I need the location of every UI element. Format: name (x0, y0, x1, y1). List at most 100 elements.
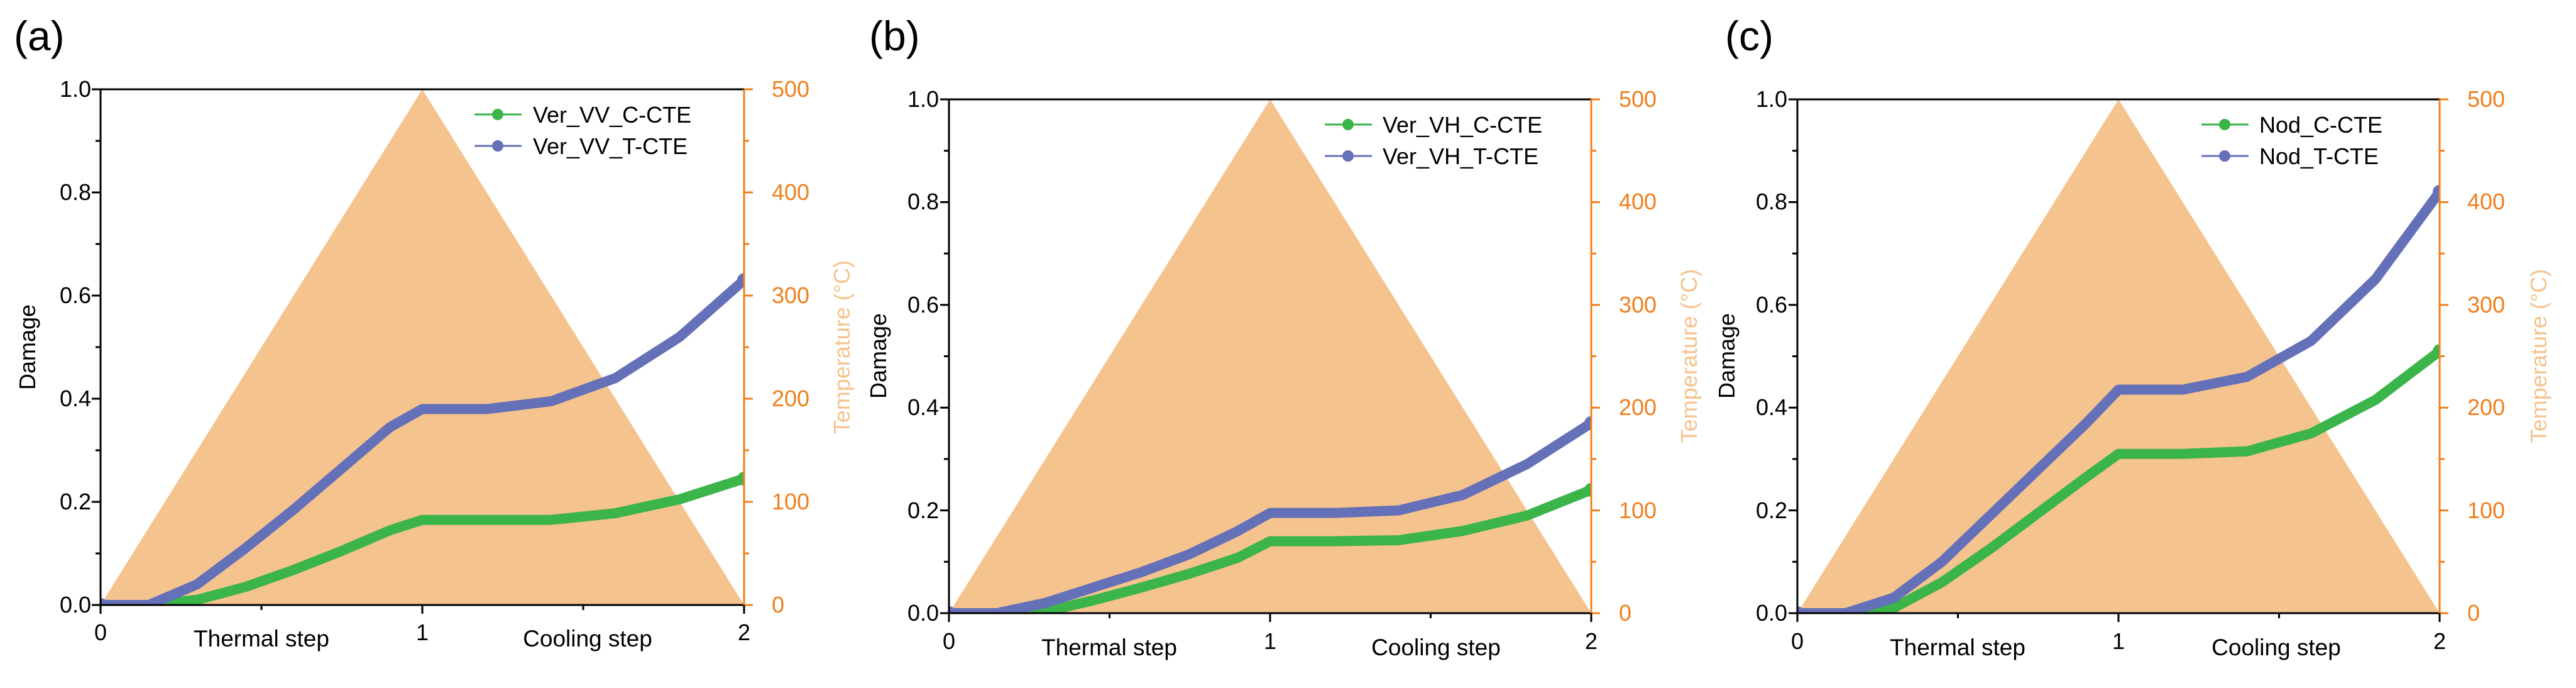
panel-c-label: (c) (1725, 13, 1773, 59)
panel-c-y2tick-4: 400 (2467, 189, 2505, 214)
panel-b-xtick-2: 2 (1585, 628, 1598, 654)
panel-a-series-c-cte-point-end (737, 472, 744, 486)
panel-c-series-c-cte-point-end (2433, 344, 2440, 358)
panel-b-y2tick-5: 500 (1619, 86, 1657, 112)
panel-c-series-t-cte-line (1797, 187, 2440, 613)
panel-b-temperature-area (949, 99, 1591, 613)
panel-b-ytick-3: 0.6 (907, 292, 939, 318)
panel-b-ytick-1: 0.2 (907, 497, 939, 523)
panel-a-series-t-cte-point-start (101, 598, 107, 605)
panel-c-ytick-4: 0.8 (1756, 189, 1787, 214)
panel-c-y2tick-2: 200 (2467, 394, 2505, 420)
panel-b-series-c-cte-point-end (1584, 482, 1591, 497)
panel-c-xtick-0: 0 (1791, 628, 1804, 654)
panel-a-y2tick-4: 400 (772, 179, 809, 205)
panel-a-xtick-0: 0 (94, 619, 107, 645)
panel-c-temperature-area (1797, 99, 2440, 613)
panel-a-temperature-area (101, 89, 744, 605)
panel-a-y2tick-5: 500 (772, 76, 809, 102)
panel-a-label: (a) (14, 13, 65, 59)
panel-c-xtick-2: 2 (2433, 628, 2446, 654)
panel-b-y2tick-1: 100 (1619, 497, 1657, 523)
panel-c-y2tick-3: 300 (2467, 292, 2505, 318)
panel-a-legend-label-2: Ver_VV_T-CTE (533, 133, 688, 159)
panel-c-thermal-step-label: Thermal step (1890, 635, 2025, 660)
panel-c: (c) 0.0 0.2 0.4 0.6 0.8 1.0 0 100 200 30… (1714, 13, 2551, 660)
panel-c-legend-label-2: Nod_T-CTE (2259, 143, 2379, 169)
panel-c-y2tick-5: 500 (2467, 86, 2505, 112)
panel-c-ylabel: Damage (1714, 313, 1740, 399)
panel-a-ytick-0: 0.0 (60, 592, 91, 618)
panel-c-legend: Nod_C-CTE Nod_T-CTE (2201, 112, 2382, 169)
panel-c-ytick-5: 1.0 (1756, 86, 1787, 112)
panel-a-ylabel-right: Temperature (°C) (829, 260, 855, 434)
panel-b: (b) 0.0 0.2 0.4 0.6 0.8 1.0 0 100 200 30… (865, 13, 1702, 660)
panel-a-legend-marker-2 (492, 140, 503, 152)
panel-a-xtick-1: 1 (416, 619, 429, 645)
panel-b-xtick-0: 0 (943, 628, 955, 654)
panel-b-legend-label-2: Ver_VH_T-CTE (1383, 143, 1538, 169)
panel-a-ylabel: Damage (14, 304, 40, 390)
panel-c-y2tick-0: 0 (2467, 600, 2480, 626)
panel-b-ytick-5: 1.0 (907, 86, 939, 112)
panel-a-ytick-4: 0.8 (60, 179, 91, 205)
panel-a-ytick-1: 0.2 (60, 489, 91, 514)
panel-b-y2tick-0: 0 (1619, 600, 1631, 626)
panel-c-series-t-cte-point-end (2433, 185, 2440, 199)
panel-a-y2tick-3: 300 (772, 282, 809, 308)
panel-b-ticks (940, 98, 1600, 622)
panel-c-cooling-step-label: Cooling step (2212, 635, 2341, 660)
panel-c-ytick-1: 0.2 (1756, 497, 1787, 523)
panel-a-xtick-2: 2 (738, 619, 750, 645)
panel-b-y2tick-3: 300 (1619, 292, 1657, 318)
panel-c-ylabel-right: Temperature (°C) (2526, 269, 2551, 443)
panel-b-thermal-step-label: Thermal step (1041, 635, 1177, 660)
panel-a-ytick-5: 1.0 (60, 76, 91, 102)
panel-b-xtick-1: 1 (1264, 628, 1276, 654)
panel-b-ytick-4: 0.8 (907, 189, 939, 214)
panel-a-y2tick-1: 100 (772, 489, 809, 514)
panel-c-plot-area (1797, 99, 2440, 613)
panel-b-y2tick-2: 200 (1619, 394, 1657, 420)
panel-b-label: (b) (869, 13, 920, 59)
panel-b-legend: Ver_VH_C-CTE Ver_VH_T-CTE (1325, 112, 1542, 169)
panel-a-cooling-step-label: Cooling step (523, 626, 652, 652)
panel-b-legend-marker-1 (1342, 119, 1354, 130)
panel-b-ytick-2: 0.4 (907, 394, 939, 420)
panel-a-ytick-3: 0.6 (60, 282, 91, 308)
panel-b-series-t-cte-point-end (1584, 416, 1591, 430)
panel-b-legend-marker-2 (1342, 150, 1354, 162)
panel-a-ticks (92, 88, 753, 614)
panel-b-legend-label-1: Ver_VH_C-CTE (1383, 112, 1542, 138)
panel-c-xtick-1: 1 (2112, 628, 2125, 654)
panel-a-y2tick-2: 200 (772, 386, 809, 411)
panel-a-series-c-cte-line (101, 474, 744, 605)
panel-b-ylabel-right: Temperature (°C) (1676, 269, 1702, 443)
panel-a-y2tick-0: 0 (772, 592, 784, 618)
panel-c-ytick-3: 0.6 (1756, 292, 1787, 318)
panel-b-ylabel: Damage (865, 313, 891, 399)
panel-b-plot-area (949, 99, 1591, 613)
panel-b-y2tick-4: 400 (1619, 189, 1657, 214)
panel-c-legend-marker-1 (2219, 119, 2230, 130)
panel-a-legend-marker-1 (492, 109, 503, 120)
panel-c-ticks (1789, 98, 2448, 622)
panel-a-ytick-2: 0.4 (60, 386, 91, 411)
panel-a-legend-label-1: Ver_VV_C-CTE (533, 102, 691, 128)
panel-c-ytick-2: 0.4 (1756, 394, 1787, 420)
panel-b-series-c-cte-line (949, 484, 1591, 613)
panel-c-y2tick-1: 100 (2467, 497, 2505, 523)
panel-b-series-t-cte-line (949, 418, 1591, 613)
panel-c-legend-label-1: Nod_C-CTE (2259, 112, 2382, 138)
panel-b-series-t-cte-point-start (949, 606, 956, 613)
panel-c-ytick-0: 0.0 (1756, 600, 1787, 626)
panel-c-series-c-cte-line (1797, 346, 2440, 613)
panel-b-cooling-step-label: Cooling step (1371, 635, 1501, 660)
panel-c-legend-marker-2 (2219, 150, 2230, 162)
panel-a-series-t-cte-point-end (737, 273, 744, 287)
panel-a-series-t-cte-line (101, 275, 744, 605)
panel-c-series-t-cte-point-start (1797, 606, 1804, 613)
panel-a-plot-area (101, 89, 744, 605)
panel-a-legend: Ver_VV_C-CTE Ver_VV_T-CTE (474, 102, 691, 159)
